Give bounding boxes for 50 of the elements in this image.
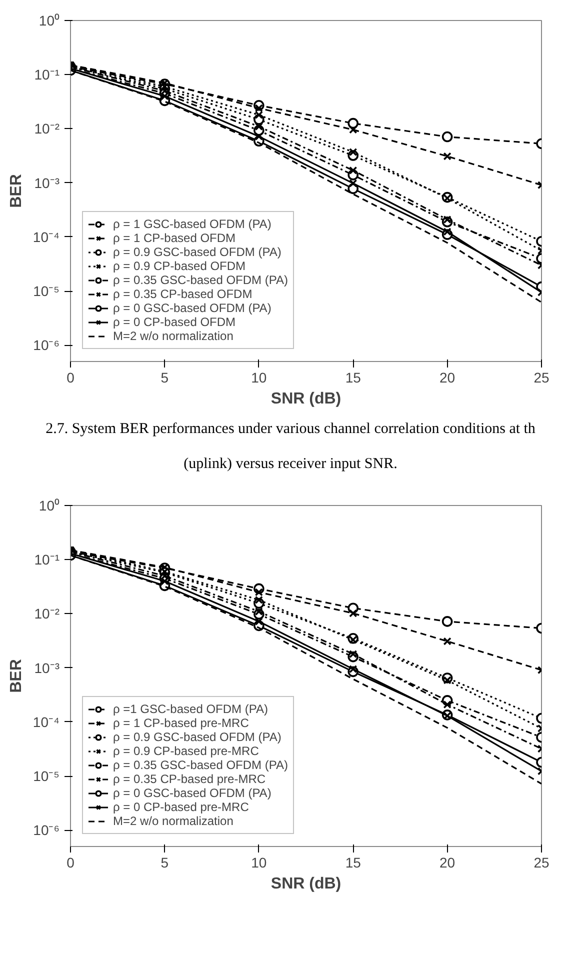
legend-label: ρ = 0 CP-based pre-MRC — [113, 800, 249, 814]
x-tick-label: 20 — [440, 370, 456, 386]
x-tick-label: 25 — [534, 370, 550, 386]
text: 2.7. System BER performances under various channel correlation conditions at th — [46, 420, 536, 439]
x-tick-label: 15 — [345, 854, 362, 870]
y-tick-label: 10⁻⁴ — [32, 228, 60, 245]
x-tick-label: 10 — [251, 370, 267, 386]
x-axis-title: SNR (dB) — [270, 390, 342, 408]
y-tick-label: 10⁻¹ — [34, 66, 60, 83]
x-tick-label: 5 — [160, 854, 169, 870]
y-tick-label: 10⁻³ — [34, 660, 60, 676]
y-tick-label: 10⁻⁴ — [32, 714, 60, 730]
x-tick-label: 25 — [534, 854, 550, 870]
y-tick-label: 10⁻⁵ — [33, 283, 60, 300]
y-tick-label: 10⁰ — [38, 12, 60, 28]
legend-label: ρ = 0.35 CP-based OFDM — [113, 287, 252, 301]
y-axis-title: BER — [8, 658, 25, 693]
y-tick-label: 10⁻² — [34, 606, 60, 622]
legend-label: ρ = 0.35 GSC-based OFDM (PA) — [113, 273, 288, 287]
legend-label: ρ = 0 GSC-based OFDM (PA) — [113, 786, 272, 800]
x-tick-label: 0 — [66, 854, 75, 870]
y-tick-label: 10⁰ — [38, 497, 60, 514]
legend-label: ρ = 1 CP-based OFDM — [113, 231, 236, 245]
x-tick-label: 5 — [160, 370, 169, 386]
legend-label: ρ = 1 CP-based pre-MRC — [113, 716, 249, 730]
legend-label: ρ = 0 CP-based OFDM — [113, 315, 236, 329]
legend-label: ρ = 1 GSC-based OFDM (PA) — [113, 217, 272, 231]
y-tick-label: 10⁻¹ — [34, 551, 60, 568]
y-tick-label: 10⁻⁶ — [33, 337, 60, 354]
legend-label: ρ = 0.9 CP-based OFDM — [113, 259, 246, 273]
legend-label: ρ = 0.9 GSC-based OFDM (PA) — [113, 245, 282, 259]
y-tick-label: 10⁻³ — [34, 174, 60, 191]
x-tick-label: 10 — [251, 854, 267, 870]
legend-label: ρ =1 GSC-based OFDM (PA) — [113, 702, 268, 716]
legend-label: ρ = 0.9 CP-based pre-MRC — [113, 744, 259, 758]
legend-label: M=2 w/o normalization — [113, 329, 234, 343]
x-tick-label: 15 — [345, 370, 362, 386]
legend-label: ρ = 0.35 GSC-based OFDM (PA) — [113, 758, 288, 772]
legend-label: ρ = 0 GSC-based OFDM (PA) — [113, 301, 272, 315]
legend-label: ρ = 0.9 GSC-based OFDM (PA) — [113, 730, 282, 744]
y-tick-label: 10⁻⁶ — [33, 822, 60, 838]
y-tick-label: 10⁻² — [34, 120, 60, 137]
legend-label: ρ = 0.35 CP-based pre-MRC — [113, 772, 266, 786]
y-axis-title: BER — [8, 174, 25, 208]
y-tick-label: 10⁻⁵ — [33, 768, 60, 784]
x-tick-label: 0 — [66, 370, 75, 386]
legend-label: M=2 w/o normalization — [113, 814, 234, 828]
x-axis-title: SNR (dB) — [270, 875, 342, 892]
x-tick-label: 20 — [440, 854, 456, 870]
text: (uplink) versus receiver input SNR. — [184, 455, 398, 474]
